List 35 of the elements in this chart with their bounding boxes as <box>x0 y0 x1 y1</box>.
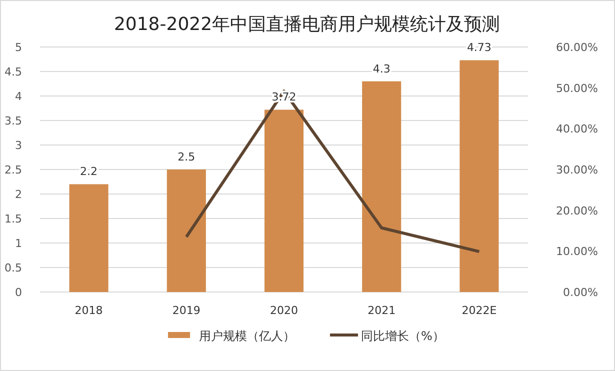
bar <box>362 81 402 292</box>
bar <box>460 60 499 292</box>
legend-label: 用户规模（亿人） <box>199 329 295 343</box>
y-tick-label: 0.5 <box>4 262 22 274</box>
y-tick-label: 1 <box>15 237 22 250</box>
data-label: 4.73 <box>466 41 492 54</box>
y-tick-label: 3.5 <box>4 114 22 128</box>
y2-tick-label: 40.00% <box>556 122 598 136</box>
y-tick-label: 5 <box>15 41 22 54</box>
data-label: 2.5 <box>178 150 196 164</box>
y2-tick-label: 50.00% <box>556 82 598 95</box>
data-label: 4.3 <box>372 62 390 76</box>
chart-title: 2018-2022年中国直播电商用户规模统计及预测 <box>114 14 500 35</box>
y2-tick-label: 60.00% <box>556 41 598 54</box>
bar <box>166 170 206 292</box>
data-label: 2.2 <box>80 165 98 178</box>
y2-tick-label: 20.00% <box>556 204 598 218</box>
bar <box>264 110 304 292</box>
y-tick-label: 2 <box>15 188 22 201</box>
y-tick-label: 2.5 <box>4 164 22 176</box>
legend-label: 同比增长（%） <box>361 329 444 343</box>
x-tick-label: 2020 <box>270 304 298 317</box>
x-tick-label: 2021 <box>368 304 396 317</box>
y2-tick-label: 10.00% <box>556 245 598 258</box>
bar <box>69 184 108 292</box>
y-tick-label: 4 <box>15 90 22 103</box>
y-tick-label: 4.5 <box>4 66 22 78</box>
x-tick-label: 2019 <box>172 304 200 317</box>
y-tick-label: 0 <box>15 286 22 299</box>
x-tick-label: 2022E <box>462 304 497 317</box>
y2-tick-label: 0.00% <box>563 286 598 299</box>
y-tick-label: 3 <box>15 139 22 152</box>
y-tick-label: 1.5 <box>4 212 22 226</box>
y2-tick-label: 30.00% <box>556 164 598 176</box>
x-tick-label: 2018 <box>74 304 103 317</box>
